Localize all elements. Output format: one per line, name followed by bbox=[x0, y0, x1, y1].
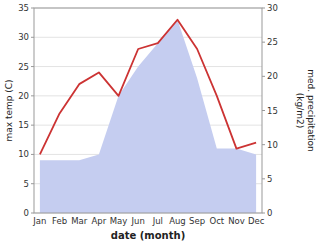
y-tick bbox=[31, 66, 34, 67]
y2-tick-label: 30 bbox=[267, 3, 278, 13]
x-tick-label: Feb bbox=[52, 216, 67, 226]
y2-tick-label: 20 bbox=[267, 71, 278, 81]
y2-tick bbox=[262, 213, 265, 214]
y2-tick-label: 25 bbox=[267, 37, 278, 47]
x-tick-label: Aug bbox=[169, 216, 186, 226]
x-tick-label: Oct bbox=[209, 216, 224, 226]
y2-tick-label: 10 bbox=[267, 140, 278, 150]
y2-tick bbox=[262, 110, 265, 111]
x-tick-label: Jun bbox=[131, 216, 145, 226]
chart: 0 5 10 15 20 25 30 35 0 5 10 15 20 25 30 Jan Feb Mar AprMa… bbox=[0, 0, 318, 247]
y2-tick-label: 0 bbox=[267, 208, 272, 218]
y-tick-label: 5 bbox=[24, 179, 29, 189]
y2-tick bbox=[262, 144, 265, 145]
y-tick bbox=[31, 183, 34, 184]
x-tick-label: Apr bbox=[92, 216, 107, 226]
y-tick bbox=[31, 37, 34, 38]
x-tick-label: Dec bbox=[248, 216, 265, 226]
y2-axis-label-line: (kg/m2) bbox=[295, 93, 305, 128]
plot-area bbox=[40, 20, 256, 213]
x-tick-label: Jul bbox=[152, 216, 163, 226]
y-tick-label: 35 bbox=[18, 3, 29, 13]
y2-tick bbox=[262, 76, 265, 77]
y2-tick-label: 5 bbox=[267, 174, 272, 184]
x-tick-label: Jan bbox=[32, 216, 46, 226]
y-tick-label: 15 bbox=[18, 120, 29, 130]
x-axis-label: date (month) bbox=[111, 230, 185, 241]
y-axis-label: max temp (C) bbox=[4, 79, 14, 141]
y-tick-label: 0 bbox=[24, 208, 29, 218]
grid bbox=[34, 8, 262, 213]
y-tick bbox=[31, 8, 34, 9]
y-tick-label: 25 bbox=[18, 62, 29, 72]
precipitation-area bbox=[40, 20, 256, 213]
y-tick bbox=[31, 154, 34, 155]
y2-tick bbox=[262, 178, 265, 179]
x-tick-label: Sep bbox=[189, 216, 205, 226]
y-tick-label: 10 bbox=[18, 149, 29, 159]
axes: 0 5 10 15 20 25 30 35 0 5 10 15 20 25 30 Jan Feb Mar AprMa… bbox=[18, 3, 278, 226]
x-tick-label: Mar bbox=[71, 216, 88, 226]
y2-axis-label-line: med. precipitation bbox=[306, 69, 316, 151]
y-tick bbox=[31, 125, 34, 126]
grid-line bbox=[34, 37, 262, 38]
y-tick-label: 20 bbox=[18, 91, 29, 101]
temperature-line bbox=[40, 20, 256, 155]
plot-frame bbox=[34, 8, 262, 213]
x-tick-label: Nov bbox=[228, 216, 245, 226]
x-tick-label: May bbox=[110, 216, 128, 226]
y-tick bbox=[31, 95, 34, 96]
y2-tick bbox=[262, 8, 265, 9]
y2-axis-label: med. precipitation(kg/m2) bbox=[295, 69, 316, 151]
y-tick bbox=[31, 213, 34, 214]
y2-tick bbox=[262, 42, 265, 43]
y2-tick-label: 15 bbox=[267, 106, 278, 116]
y-tick-label: 30 bbox=[18, 32, 29, 42]
